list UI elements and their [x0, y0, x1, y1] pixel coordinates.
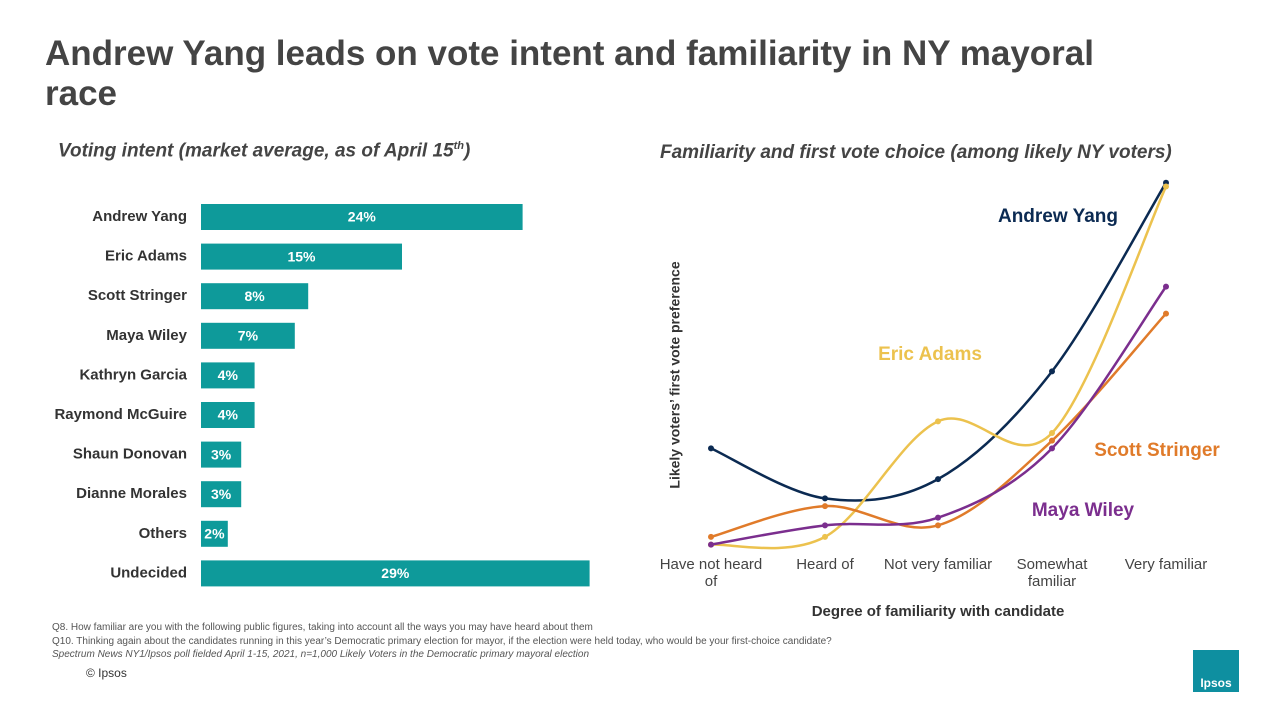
data-point: [708, 541, 714, 548]
category-label: Raymond McGuire: [54, 406, 187, 423]
value-label: 8%: [244, 288, 265, 304]
bar: [201, 441, 242, 468]
data-point: [822, 522, 828, 529]
series-label: Scott Stringer: [1094, 440, 1220, 461]
bar: [201, 322, 295, 349]
y-axis-title: Likely voters’ first vote preference: [667, 261, 683, 488]
data-point: [708, 445, 714, 452]
category-label: Scott Stringer: [88, 287, 187, 304]
data-point: [822, 495, 828, 502]
data-point: [935, 522, 941, 529]
x-axis-title: Degree of familiarity with candidate: [811, 603, 1065, 620]
series-label: Andrew Yang: [998, 206, 1118, 227]
category-label: Andrew Yang: [92, 208, 187, 225]
subtitle-sup: th: [453, 140, 464, 152]
bar: [201, 204, 523, 230]
data-point: [1049, 437, 1055, 444]
data-point: [1049, 429, 1055, 436]
series-line: [710, 182, 1168, 502]
series-line: [710, 312, 1167, 539]
line-title: Familiarity and first vote choice (among…: [660, 142, 1172, 163]
x-tick-label: Somewhat familiar: [1016, 556, 1088, 590]
data-point: [935, 418, 941, 425]
value-label: 3%: [211, 486, 232, 502]
bar: [201, 481, 242, 508]
category-label: Dianne Morales: [76, 485, 187, 502]
data-point: [1049, 445, 1055, 452]
subtitle-text: ): [463, 140, 471, 162]
category-label: Undecided: [110, 564, 187, 581]
category-label: Shaun Donovan: [73, 446, 187, 463]
bar: [201, 362, 255, 389]
value-label: 4%: [218, 367, 239, 383]
data-point: [1163, 283, 1169, 290]
data-point: [935, 514, 941, 521]
data-point: [822, 533, 828, 540]
bar: [201, 520, 228, 547]
footnote: Q8. How familiar are you with the follow…: [52, 622, 593, 633]
data-point: [1049, 368, 1055, 375]
x-tick-label: Not very familiar: [883, 556, 993, 573]
bar-subtitle: Voting intent (market average, as of Apr…: [58, 140, 470, 162]
bar: [201, 243, 402, 270]
category-label: Others: [139, 525, 187, 542]
data-point: [708, 533, 714, 540]
x-tick-label: Have not heard of: [659, 556, 763, 590]
value-label: 3%: [211, 446, 232, 462]
category-label: Eric Adams: [105, 248, 187, 265]
bar: [201, 402, 255, 428]
series-label: Eric Adams: [878, 344, 982, 365]
bar: [201, 560, 590, 587]
series-label: Maya Wiley: [1032, 500, 1135, 521]
value-label: 24%: [348, 209, 377, 225]
value-label: 7%: [238, 328, 259, 344]
data-point: [1163, 310, 1169, 317]
slide-title: Andrew Yang leads on vote intent and fam…: [45, 34, 1094, 113]
footnote: Spectrum News NY1/Ipsos poll fielded Apr…: [52, 649, 590, 660]
logo: Ipsos: [1193, 650, 1239, 692]
subtitle-text: Voting intent (market average, as of Apr…: [58, 140, 454, 162]
value-label: 2%: [204, 526, 225, 542]
copyright: © Ipsos: [86, 666, 127, 680]
footnote: Q10. Thinking again about the candidates…: [52, 635, 832, 647]
data-point: [822, 503, 828, 510]
series-line: [710, 186, 1168, 550]
data-point: [935, 476, 941, 483]
value-label: 29%: [381, 565, 410, 581]
category-label: Kathryn Garcia: [79, 366, 187, 383]
category-label: Maya Wiley: [106, 327, 187, 344]
data-point: [1163, 183, 1169, 190]
footnotes: Q8. How familiar are you with the follow…: [52, 621, 832, 662]
series-line: [710, 285, 1168, 546]
bar: [201, 283, 309, 310]
x-tick-label: Very familiar: [1124, 556, 1208, 573]
x-tick-label: Heard of: [796, 556, 854, 573]
value-label: 15%: [287, 248, 316, 264]
value-label: 4%: [218, 407, 239, 423]
